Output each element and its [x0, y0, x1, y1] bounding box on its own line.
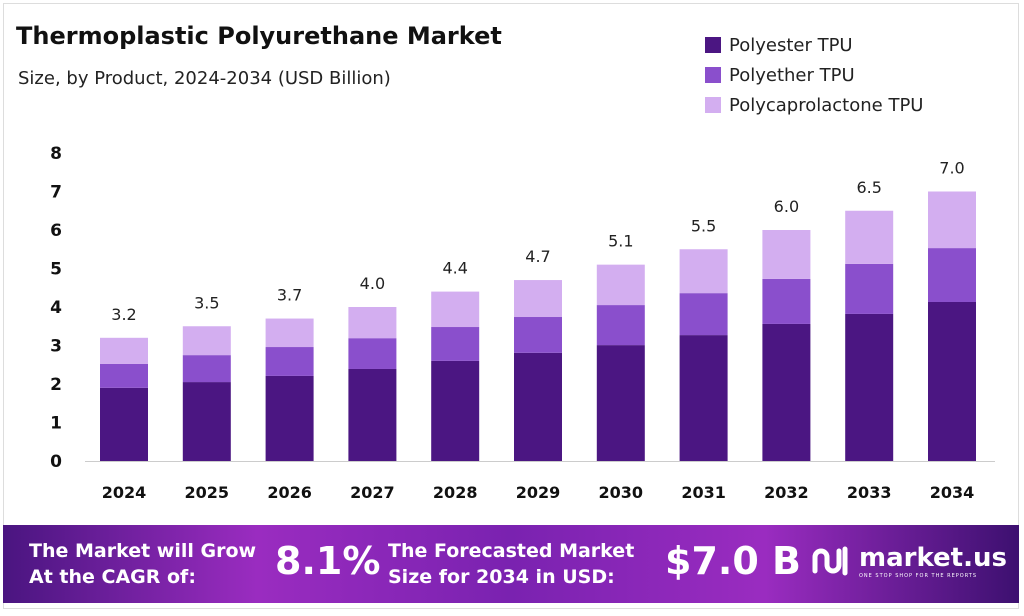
chart-title: Thermoplastic Polyurethane Market: [16, 22, 502, 50]
x-tick-label: 2029: [516, 483, 561, 502]
total-data-label: 5.1: [608, 232, 633, 251]
total-data-label: 3.2: [111, 305, 136, 324]
x-tick-label: 2030: [599, 483, 644, 502]
total-data-label: 4.0: [360, 274, 385, 293]
bar-segment-polyester-tpu: [845, 313, 894, 461]
bar-segment-polycaprolactone-tpu: [596, 264, 645, 306]
y-tick-label: 7: [50, 183, 62, 203]
bar-segment-polyether-tpu: [348, 338, 397, 369]
bar-segment-polyester-tpu: [596, 345, 645, 461]
y-tick-label: 4: [50, 298, 62, 318]
x-tick-label: 2031: [681, 483, 726, 502]
y-tick-label: 2: [50, 375, 62, 395]
bar-segment-polyester-tpu: [431, 360, 480, 461]
bar-segment-polyester-tpu: [182, 382, 231, 461]
bar-segment-polycaprolactone-tpu: [431, 291, 480, 328]
y-tick-label: 8: [50, 144, 62, 164]
legend-label: Polyether TPU: [729, 64, 855, 86]
bar-segment-polyether-tpu: [928, 248, 976, 302]
cagr-value: 8.1%: [275, 539, 381, 583]
chart-subtitle: Size, by Product, 2024-2034 (USD Billion…: [18, 68, 391, 89]
x-tick-label: 2025: [185, 483, 230, 502]
x-tick-label: 2027: [350, 483, 395, 502]
y-tick-label: 5: [50, 260, 62, 280]
bar-segment-polyether-tpu: [845, 263, 894, 314]
legend: Polyester TPU Polyether TPU Polycaprolacto…: [705, 30, 923, 120]
bar-segment-polyester-tpu: [514, 352, 562, 461]
logo-icon: [812, 546, 848, 576]
cagr-label-line1: The Market will Grow: [29, 540, 257, 562]
bar-segment-polycaprolactone-tpu: [514, 280, 562, 318]
x-tick-label: 2024: [102, 483, 147, 502]
legend-swatch: [705, 67, 721, 83]
bar-segment-polycaprolactone-tpu: [762, 230, 811, 279]
bar-segment-polycaprolactone-tpu: [182, 326, 231, 356]
total-data-label: 3.5: [194, 293, 219, 312]
bar-segment-polycaprolactone-tpu: [100, 337, 148, 364]
y-tick-label: 3: [50, 337, 62, 357]
bar-segment-polyester-tpu: [928, 301, 976, 461]
total-data-label: 4.4: [442, 259, 467, 278]
bar-segment-polycaprolactone-tpu: [928, 191, 976, 249]
x-tick-label: 2028: [433, 483, 478, 502]
legend-item: Polyester TPU: [705, 30, 923, 60]
bar-segment-polycaprolactone-tpu: [845, 210, 894, 264]
y-tick-label: 0: [50, 452, 62, 472]
total-data-label: 6.5: [856, 178, 881, 197]
bar-segment-polyether-tpu: [265, 347, 314, 376]
cagr-label: The Market will Grow At the CAGR of:: [29, 538, 256, 590]
market-us-logo: market.us ONE STOP SHOP FOR THE REPORTS: [811, 543, 1007, 579]
bar-segment-polycaprolactone-tpu: [679, 249, 728, 294]
forecast-label: The Forecasted Market Size for 2034 in U…: [388, 538, 634, 590]
bar-segment-polycaprolactone-tpu: [348, 307, 397, 339]
bar-segment-polyether-tpu: [679, 293, 728, 336]
y-tick-label: 1: [50, 414, 62, 434]
legend-item: Polyether TPU: [705, 60, 923, 90]
bar-segment-polyester-tpu: [679, 335, 728, 461]
stacked-bar-chart: 0 1 2 3 4 5 6 7 8 3.2 2024 3.5 2025 3.7 2026 4.0 2027 4.4…: [50, 144, 995, 502]
bar-segment-polyether-tpu: [762, 278, 811, 324]
logo-name: market.us: [859, 543, 1007, 573]
bar-segment-polyether-tpu: [596, 305, 645, 346]
bar-segment-polyester-tpu: [265, 375, 314, 461]
forecast-label-line2: Size for 2034 in USD:: [388, 566, 615, 588]
total-data-label: 4.7: [525, 247, 550, 266]
x-tick-label: 2033: [847, 483, 892, 502]
chart-frame: [3, 3, 1019, 609]
logo-tagline: ONE STOP SHOP FOR THE REPORTS: [859, 573, 978, 579]
y-tick-label: 6: [50, 221, 62, 241]
bar-segment-polyester-tpu: [100, 387, 148, 461]
bar-segment-polycaprolactone-tpu: [265, 318, 314, 348]
forecast-label-line1: The Forecasted Market: [388, 540, 635, 562]
total-data-label: 5.5: [691, 216, 716, 235]
bar-segment-polyether-tpu: [100, 363, 148, 388]
bar-segment-polyester-tpu: [348, 368, 397, 461]
forecast-value: $7.0 B: [665, 539, 801, 583]
legend-item: Polycaprolactone TPU: [705, 90, 923, 120]
footer-banner: The Market will Grow At the CAGR of: 8.1…: [3, 525, 1019, 603]
total-data-label: 6.0: [774, 197, 799, 216]
legend-swatch: [705, 97, 721, 113]
bar-segment-polyether-tpu: [514, 317, 562, 353]
legend-label: Polycaprolactone TPU: [729, 94, 924, 116]
x-tick-label: 2026: [267, 483, 312, 502]
total-data-label: 3.7: [277, 286, 302, 305]
x-tick-label: 2034: [930, 483, 975, 502]
bar-segment-polyether-tpu: [431, 327, 480, 361]
total-data-label: 7.0: [939, 159, 964, 178]
bar-segment-polyester-tpu: [762, 323, 811, 461]
legend-swatch: [705, 37, 721, 53]
legend-label: Polyester TPU: [729, 34, 853, 56]
x-tick-label: 2032: [764, 483, 809, 502]
cagr-label-line2: At the CAGR of:: [29, 566, 196, 588]
bar-segment-polyether-tpu: [182, 355, 231, 383]
